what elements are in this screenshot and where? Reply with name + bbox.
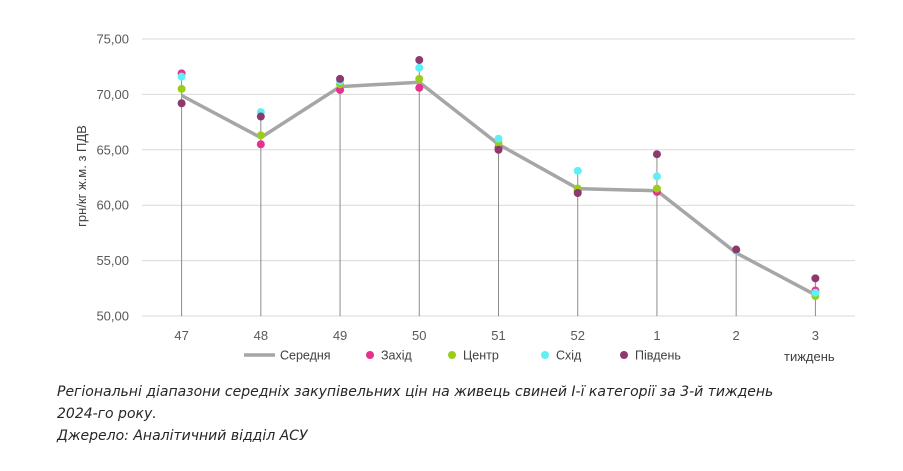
marker-point — [256, 131, 265, 140]
marker-point — [415, 74, 424, 83]
y-tick-label: 55,00 — [96, 253, 129, 268]
marker-point — [652, 150, 661, 159]
marker-point — [573, 189, 582, 198]
legend-label: Схід — [556, 349, 582, 363]
caption-source: Джерело: Аналітичний відділ АСУ — [57, 428, 308, 444]
marker-point — [732, 245, 741, 254]
marker-point — [256, 112, 265, 121]
x-tick-label: 50 — [412, 328, 426, 343]
marker-point — [177, 84, 186, 93]
price-chart: 50,00 55,00 60,00 65,00 70,00 75,00 47 48 49 50 5… — [74, 32, 855, 364]
x-tick-label: 3 — [812, 328, 819, 343]
marker-point — [415, 83, 424, 92]
x-tick-label: 1 — [653, 328, 660, 343]
y-tick-label: 65,00 — [96, 142, 129, 157]
x-axis-ticks: 47 48 49 50 51 52 1 2 3 — [174, 328, 819, 343]
caption-line-1: Регіональні діапазони середніх закупівел… — [57, 384, 774, 400]
figure-caption: Регіональні діапазони середніх закупівел… — [57, 381, 857, 447]
y-tick-label: 70,00 — [96, 87, 129, 102]
legend-label: Центр — [463, 349, 499, 363]
x-axis-title: тиждень — [784, 349, 835, 364]
y-tick-label: 60,00 — [96, 198, 129, 213]
drop-lines — [181, 60, 816, 316]
region-markers — [177, 56, 820, 301]
legend-label: Середня — [280, 349, 331, 363]
caption-line-2: 2024-го року. — [57, 406, 157, 422]
x-tick-label: 51 — [491, 328, 505, 343]
marker-point — [177, 72, 186, 81]
y-axis-title: грн/кг ж.м. з ПДВ — [74, 125, 89, 227]
legend-swatch-marker — [541, 351, 549, 359]
legend-swatch-marker — [366, 351, 374, 359]
y-tick-label: 50,00 — [96, 309, 129, 324]
legend-swatch-marker — [448, 351, 456, 359]
marker-point — [336, 85, 345, 94]
legend-swatch-marker — [620, 351, 628, 359]
marker-point — [652, 172, 661, 181]
y-tick-label: 75,00 — [96, 32, 129, 47]
marker-point — [573, 166, 582, 175]
x-tick-label: 52 — [570, 328, 584, 343]
legend-label: Захід — [381, 349, 413, 363]
marker-point — [415, 63, 424, 72]
marker-point — [494, 145, 503, 154]
marker-point — [177, 99, 186, 108]
marker-point — [652, 184, 661, 193]
marker-point — [811, 288, 820, 297]
legend-label: Південь — [635, 349, 681, 363]
y-axis-ticks: 50,00 55,00 60,00 65,00 70,00 75,00 — [96, 32, 129, 324]
legend: Середня Захід Центр Схід Південь — [244, 349, 681, 363]
x-tick-label: 47 — [174, 328, 188, 343]
marker-point — [336, 74, 345, 83]
marker-point — [811, 274, 820, 283]
marker-point — [494, 134, 503, 143]
marker-point — [415, 56, 424, 65]
x-tick-label: 49 — [333, 328, 347, 343]
x-tick-label: 2 — [733, 328, 740, 343]
marker-point — [256, 140, 265, 149]
x-tick-label: 48 — [254, 328, 268, 343]
